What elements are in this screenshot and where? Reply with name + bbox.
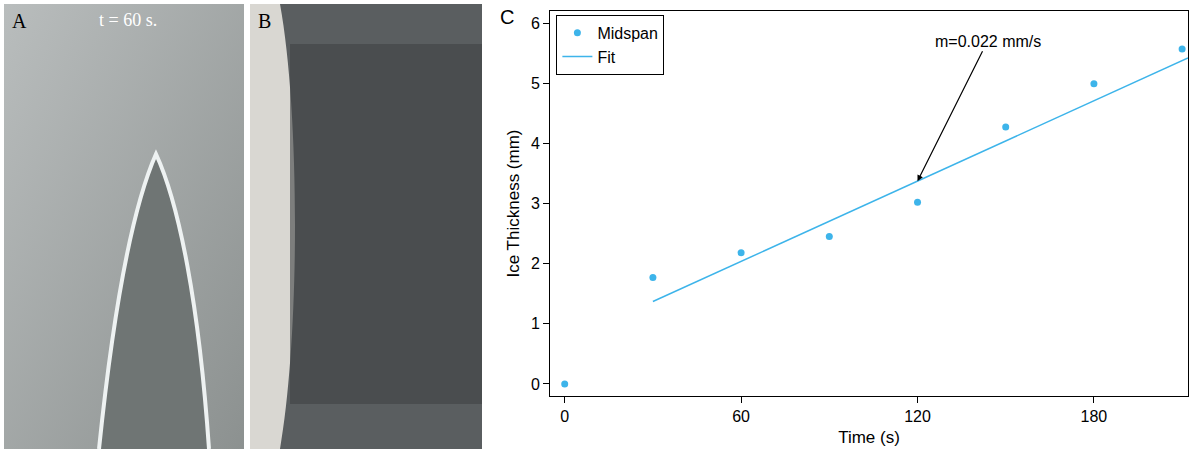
svg-text:4: 4 xyxy=(531,135,540,152)
svg-text:6: 6 xyxy=(531,15,540,32)
html-text:C: C xyxy=(500,6,515,28)
svg-text:m=0.022 mm/s: m=0.022 mm/s xyxy=(935,33,1041,50)
html-text:A: A xyxy=(12,10,27,32)
svg-text:1: 1 xyxy=(531,315,540,332)
html-text:B: B xyxy=(258,10,272,32)
svg-text:3: 3 xyxy=(531,195,540,212)
svg-text:Fit: Fit xyxy=(597,49,615,66)
svg-text:Ice Thickness (mm): Ice Thickness (mm) xyxy=(504,130,523,278)
svg-text:0: 0 xyxy=(531,376,540,393)
svg-text:5: 5 xyxy=(531,75,540,92)
svg-text:120: 120 xyxy=(904,408,931,425)
svg-text:Time (s): Time (s) xyxy=(838,428,900,447)
svg-text:2: 2 xyxy=(531,255,540,272)
svg-text:Midspan: Midspan xyxy=(597,25,657,42)
svg-text:180: 180 xyxy=(1081,408,1108,425)
svg-text:0: 0 xyxy=(560,408,569,425)
svg-text:60: 60 xyxy=(732,408,750,425)
html-text:t = 60 s.: t = 60 s. xyxy=(99,10,158,30)
